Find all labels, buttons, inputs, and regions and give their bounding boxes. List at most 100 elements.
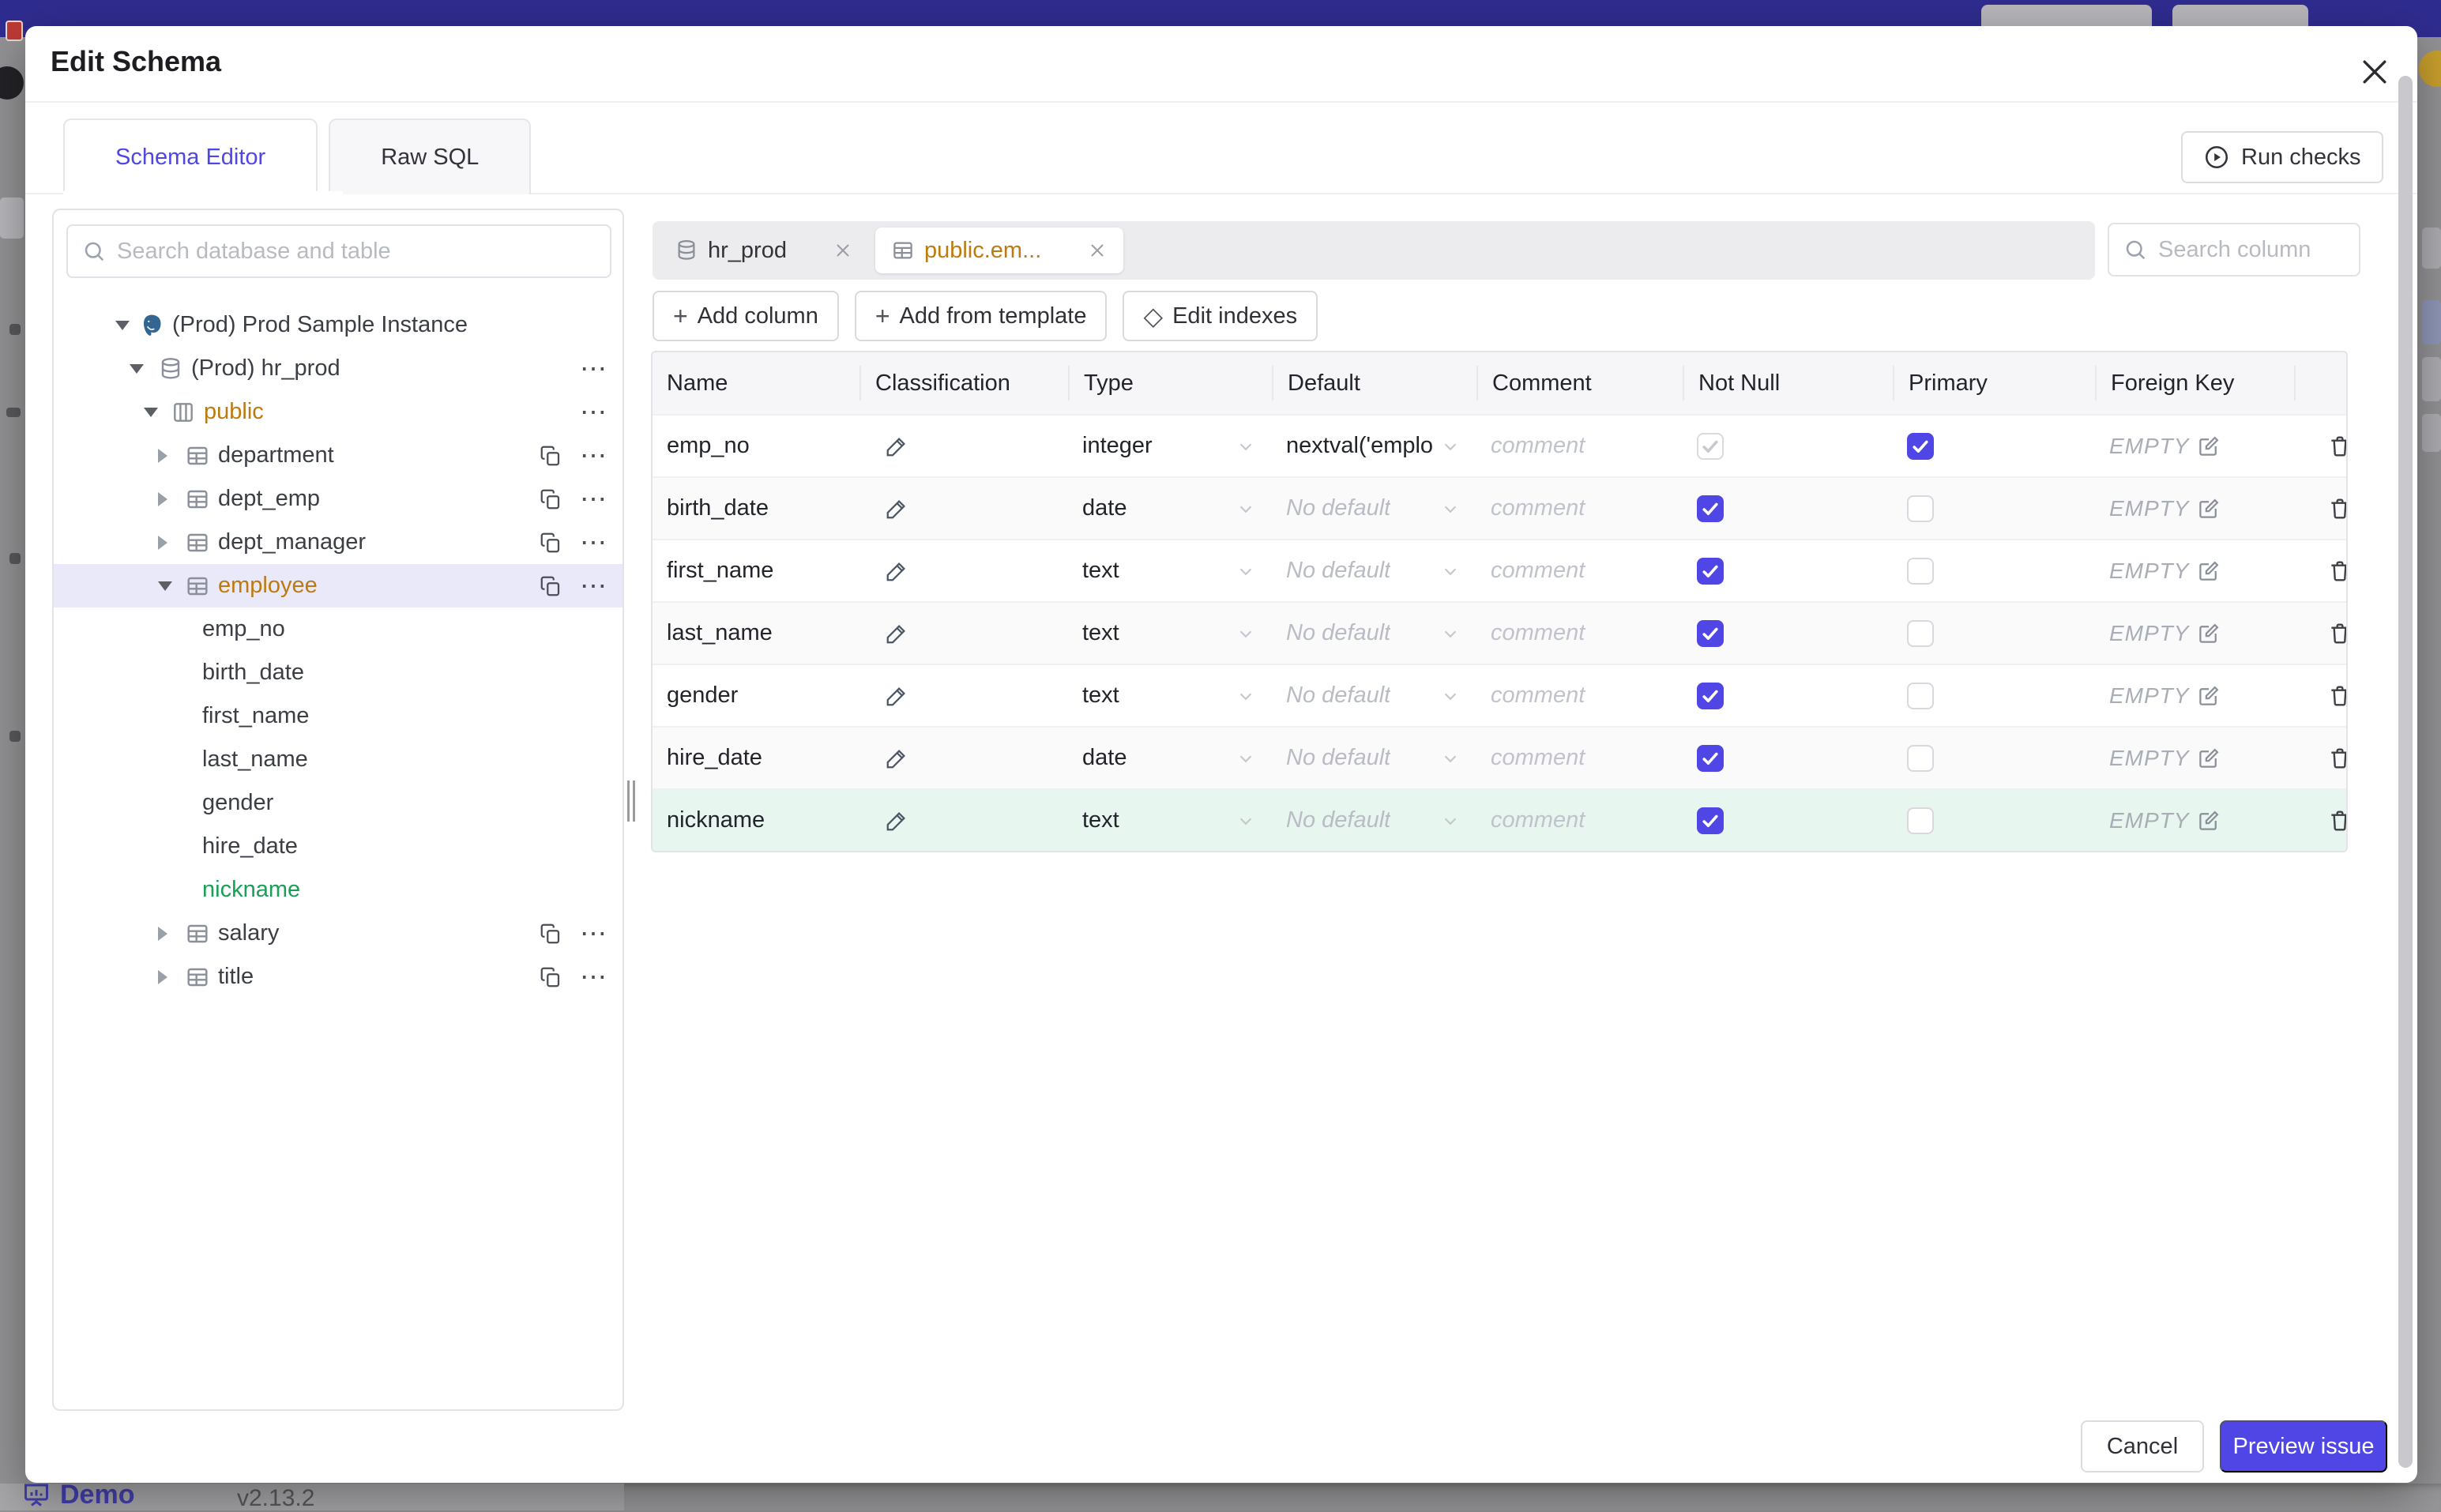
primary-checkbox[interactable]: [1907, 495, 1934, 522]
default-select[interactable]: No default: [1272, 807, 1476, 833]
column-name-value[interactable]: emp_no: [667, 433, 750, 458]
primary-checkbox[interactable]: [1907, 807, 1934, 834]
copy-icon[interactable]: [539, 965, 562, 989]
edit-foreign-key-icon[interactable]: [2197, 497, 2221, 521]
close-icon[interactable]: [2357, 55, 2392, 89]
tree-item-gender[interactable]: gender: [54, 781, 622, 825]
edit-foreign-key-icon[interactable]: [2197, 622, 2221, 645]
close-tab-icon[interactable]: [833, 240, 853, 261]
column-name-value[interactable]: birth_date: [667, 495, 769, 521]
type-select[interactable]: integer: [1068, 433, 1272, 459]
delete-column-icon[interactable]: [2327, 559, 2346, 584]
tab-raw-sql[interactable]: Raw SQL: [329, 118, 532, 194]
default-select[interactable]: No default: [1272, 495, 1476, 521]
caret-right-icon[interactable]: [158, 448, 167, 463]
edit-foreign-key-icon[interactable]: [2197, 747, 2221, 770]
type-select[interactable]: text: [1068, 620, 1272, 646]
tree-item-hire_date[interactable]: hire_date: [54, 825, 622, 868]
copy-icon[interactable]: [539, 444, 562, 468]
more-icon[interactable]: ⋯: [580, 961, 608, 992]
type-select[interactable]: date: [1068, 745, 1272, 771]
caret-right-icon[interactable]: [158, 535, 167, 550]
type-select[interactable]: text: [1068, 807, 1272, 833]
primary-checkbox[interactable]: [1907, 432, 1934, 460]
panel-resize-handle[interactable]: [627, 780, 638, 822]
copy-icon[interactable]: [539, 531, 562, 555]
more-icon[interactable]: ⋯: [580, 483, 608, 514]
default-select[interactable]: No default: [1272, 558, 1476, 584]
modal-scrollbar[interactable]: [2398, 76, 2413, 1468]
comment-input[interactable]: comment: [1491, 683, 1585, 708]
more-icon[interactable]: ⋯: [580, 918, 608, 949]
caret-right-icon[interactable]: [158, 969, 167, 984]
delete-column-icon[interactable]: [2327, 496, 2346, 521]
cancel-button[interactable]: Cancel: [2081, 1420, 2204, 1473]
run-checks-button[interactable]: Run checks: [2181, 131, 2383, 183]
tree-item--prod-hr_prod[interactable]: (Prod) hr_prod ⋯: [54, 347, 622, 390]
more-icon[interactable]: ⋯: [580, 440, 608, 471]
copy-icon[interactable]: [539, 574, 562, 598]
tree-item--prod-prod-sample-instance[interactable]: (Prod) Prod Sample Instance: [54, 303, 622, 347]
edit-foreign-key-icon[interactable]: [2197, 809, 2221, 833]
not-null-checkbox[interactable]: [1697, 744, 1724, 772]
add-from-template-button[interactable]: + Add from template: [854, 291, 1108, 341]
tree-item-employee[interactable]: employee ⋯: [54, 564, 622, 607]
classification-edit-icon[interactable]: [885, 747, 908, 770]
tree-item-emp_no[interactable]: emp_no: [54, 607, 622, 651]
more-icon[interactable]: ⋯: [580, 353, 608, 384]
not-null-checkbox[interactable]: [1697, 432, 1724, 460]
caret-down-icon[interactable]: [130, 363, 144, 374]
classification-edit-icon[interactable]: [885, 434, 908, 458]
column-name-value[interactable]: hire_date: [667, 745, 762, 770]
tree-item-department[interactable]: department ⋯: [54, 434, 622, 477]
column-name-value[interactable]: first_name: [667, 558, 774, 583]
not-null-checkbox[interactable]: [1697, 495, 1724, 522]
comment-input[interactable]: comment: [1491, 433, 1585, 458]
comment-input[interactable]: comment: [1491, 558, 1585, 583]
open-tab-public-em-[interactable]: public.em...: [874, 228, 1124, 273]
copy-icon[interactable]: [539, 487, 562, 511]
tree-item-title[interactable]: title ⋯: [54, 955, 622, 999]
tree-item-last_name[interactable]: last_name: [54, 738, 622, 781]
preview-issue-button[interactable]: Preview issue: [2220, 1420, 2387, 1473]
default-select[interactable]: No default: [1272, 745, 1476, 771]
primary-checkbox[interactable]: [1907, 744, 1934, 772]
more-icon[interactable]: ⋯: [580, 527, 608, 558]
default-select[interactable]: No default: [1272, 620, 1476, 646]
edit-foreign-key-icon[interactable]: [2197, 559, 2221, 583]
default-select[interactable]: nextval('employ: [1272, 433, 1476, 459]
close-tab-icon[interactable]: [1087, 240, 1108, 261]
delete-column-icon[interactable]: [2327, 746, 2346, 771]
demo-brand[interactable]: Demo: [22, 1479, 134, 1510]
not-null-checkbox[interactable]: [1697, 807, 1724, 834]
more-icon[interactable]: ⋯: [580, 570, 608, 601]
comment-input[interactable]: comment: [1491, 495, 1585, 521]
column-search-input[interactable]: [2158, 236, 2345, 263]
delete-column-icon[interactable]: [2327, 683, 2346, 709]
classification-edit-icon[interactable]: [885, 559, 908, 583]
tree-item-nickname[interactable]: nickname: [54, 868, 622, 912]
primary-checkbox[interactable]: [1907, 682, 1934, 709]
edit-indexes-button[interactable]: ◇ Edit indexes: [1123, 291, 1318, 341]
tree-item-dept_manager[interactable]: dept_manager ⋯: [54, 521, 622, 564]
not-null-checkbox[interactable]: [1697, 619, 1724, 647]
primary-checkbox[interactable]: [1907, 557, 1934, 585]
tree-item-dept_emp[interactable]: dept_emp ⋯: [54, 477, 622, 521]
delete-column-icon[interactable]: [2327, 434, 2346, 459]
tree-item-salary[interactable]: salary ⋯: [54, 912, 622, 955]
tree-item-first_name[interactable]: first_name: [54, 694, 622, 738]
tree-item-birth_date[interactable]: birth_date: [54, 651, 622, 694]
classification-edit-icon[interactable]: [885, 684, 908, 708]
column-name-value[interactable]: nickname: [667, 807, 765, 833]
tab-schema-editor[interactable]: Schema Editor: [63, 118, 318, 194]
more-icon[interactable]: ⋯: [580, 397, 608, 427]
tree-item-public[interactable]: public ⋯: [54, 390, 622, 434]
classification-edit-icon[interactable]: [885, 497, 908, 521]
tree-search-input[interactable]: [117, 238, 596, 265]
type-select[interactable]: date: [1068, 495, 1272, 521]
edit-foreign-key-icon[interactable]: [2197, 684, 2221, 708]
caret-down-icon[interactable]: [144, 407, 158, 417]
default-select[interactable]: No default: [1272, 683, 1476, 709]
copy-icon[interactable]: [539, 922, 562, 946]
caret-right-icon[interactable]: [158, 926, 167, 941]
